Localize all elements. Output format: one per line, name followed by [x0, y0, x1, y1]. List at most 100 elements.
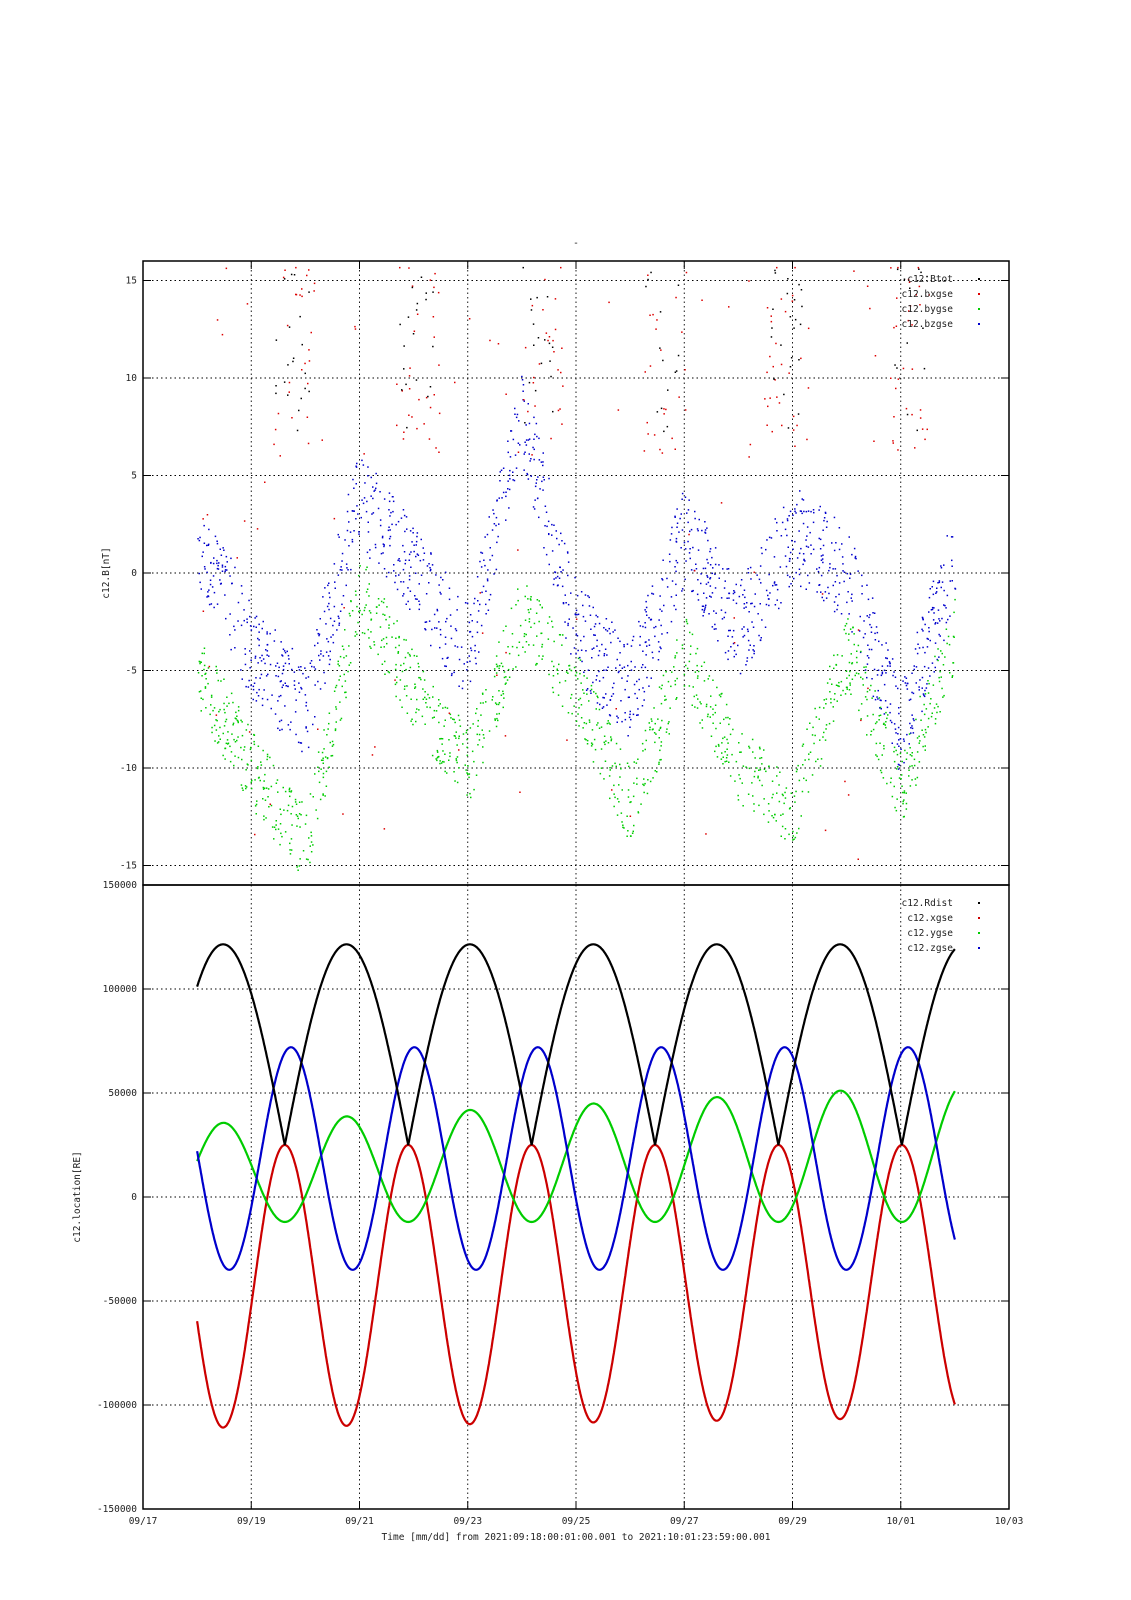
scatter-point-c12-bzgse: [879, 707, 881, 709]
scatter-point-c12-bzgse: [461, 687, 464, 690]
scatter-point-c12-bzgse: [933, 607, 935, 609]
scatter-point-c12-bzgse: [680, 513, 682, 515]
scatter-point-c12-bzgse: [903, 761, 905, 764]
scatter-point-c12-bygse: [869, 689, 871, 691]
scatter-point-c12-bxgse: [517, 549, 519, 551]
scatter-point-c12-bygse: [388, 671, 391, 674]
scatter-point-c12-bzgse: [747, 572, 750, 574]
scatter-point-c12-bygse: [792, 830, 794, 833]
scatter-point-c12-bzgse: [487, 609, 490, 611]
scatter-point-c12-bzgse: [842, 570, 844, 572]
scatter-point-c12-Btot: [287, 364, 289, 366]
scatter-point-c12-bxgse: [791, 294, 794, 297]
scatter-point-c12-bygse: [265, 817, 267, 819]
legend-entry-label: c12.bygse: [902, 304, 954, 315]
scatter-point-c12-bygse: [860, 676, 862, 679]
scatter-point-c12-Btot: [799, 323, 802, 326]
scatter-point-c12-bzgse: [533, 448, 535, 451]
scatter-point-c12-bygse: [627, 796, 630, 798]
scatter-point-c12-bygse: [738, 742, 740, 744]
scatter-point-c12-bzgse: [418, 608, 420, 611]
scatter-point-c12-bzgse: [695, 563, 697, 565]
scatter-point-c12-bzgse: [439, 633, 442, 636]
scatter-point-c12-bygse: [462, 743, 464, 745]
scatter-point-c12-bygse: [656, 771, 658, 773]
scatter-point-c12-bzgse: [927, 638, 929, 640]
scatter-point-c12-bygse: [758, 779, 761, 782]
scatter-point-c12-Btot: [798, 359, 800, 361]
scatter-point-c12-bygse: [685, 664, 687, 667]
scatter-point-c12-bygse: [232, 722, 235, 725]
scatter-point-c12-bzgse: [940, 586, 942, 589]
scatter-point-c12-bzgse: [714, 563, 717, 566]
scatter-point-c12-bygse: [686, 622, 689, 625]
scatter-point-c12-bygse: [435, 710, 438, 712]
scatter-point-c12-bygse: [211, 726, 213, 729]
scatter-point-c12-bzgse: [897, 726, 900, 729]
scatter-point-c12-bzgse: [675, 570, 677, 573]
scatter-point-c12-bzgse: [902, 680, 904, 682]
scatter-point-c12-bygse: [324, 756, 327, 758]
scatter-point-c12-Btot: [298, 409, 300, 412]
scatter-point-c12-bygse: [316, 817, 319, 820]
scatter-point-c12-Btot: [304, 372, 306, 375]
scatter-point-c12-bygse: [590, 684, 593, 687]
scatter-point-c12-bygse: [335, 721, 337, 723]
scatter-point-c12-bygse: [865, 666, 867, 668]
scatter-point-c12-bzgse: [434, 627, 436, 629]
scatter-point-c12-bygse: [517, 654, 520, 657]
scatter-point-c12-bzgse: [534, 499, 536, 501]
scatter-point-c12-bzgse: [935, 591, 938, 593]
scatter-point-c12-bygse: [886, 717, 888, 720]
scatter-point-c12-bzgse: [515, 416, 518, 419]
scatter-point-c12-bygse: [302, 850, 305, 852]
scatter-point-c12-bzgse: [525, 444, 528, 446]
scatter-point-c12-bygse: [909, 765, 911, 768]
scatter-point-c12-bxgse: [438, 364, 440, 366]
scatter-point-c12-bygse: [213, 724, 216, 727]
scatter-point-c12-Btot: [666, 425, 669, 428]
scatter-point-c12-bzgse: [606, 704, 608, 706]
scatter-point-c12-bzgse: [316, 629, 318, 631]
scatter-point-c12-bzgse: [680, 547, 682, 549]
scatter-point-c12-bzgse: [318, 654, 320, 657]
scatter-point-c12-Btot: [275, 339, 278, 341]
scatter-point-c12-bygse: [809, 751, 812, 753]
scatter-point-c12-bygse: [866, 734, 868, 736]
scatter-point-c12-bzgse: [216, 542, 219, 545]
scatter-point-c12-bygse: [485, 689, 487, 691]
scatter-point-c12-bxgse: [911, 324, 913, 326]
scatter-point-c12-bxgse: [561, 423, 563, 425]
scatter-point-c12-bygse: [763, 768, 766, 770]
scatter-point-c12-bzgse: [706, 558, 708, 561]
scatter-point-c12-bygse: [594, 748, 597, 751]
scatter-point-c12-bygse: [559, 634, 562, 636]
scatter-point-c12-bzgse: [922, 646, 924, 649]
scatter-point-c12-bygse: [282, 786, 284, 789]
scatter-point-c12-bzgse: [949, 615, 951, 617]
scatter-point-c12-bzgse: [383, 544, 385, 546]
scatter-point-c12-bygse: [853, 633, 855, 635]
scatter-point-c12-bzgse: [388, 571, 390, 574]
scatter-point-c12-bzgse: [552, 583, 555, 586]
scatter-point-c12-bygse: [829, 665, 831, 668]
scatter-point-c12-bzgse: [914, 648, 917, 650]
scatter-point-c12-bygse: [299, 858, 301, 860]
scatter-point-c12-bzgse: [951, 536, 954, 538]
scatter-point-c12-bygse: [382, 601, 385, 604]
scatter-point-c12-bygse: [726, 754, 729, 756]
scatter-point-c12-Btot: [677, 354, 680, 357]
scatter-point-c12-bzgse: [945, 607, 947, 609]
scatter-point-c12-Btot: [415, 379, 418, 381]
scatter-point-c12-bzgse: [528, 438, 531, 440]
scatter-point-c12-bygse: [224, 720, 227, 723]
scatter-point-c12-bzgse: [537, 476, 539, 478]
scatter-point-c12-bygse: [882, 723, 885, 725]
scatter-point-c12-bzgse: [329, 596, 331, 599]
scatter-point-c12-bzgse: [784, 555, 787, 557]
scatter-point-c12-bxgse: [497, 343, 500, 345]
scatter-point-c12-bzgse: [499, 471, 501, 473]
scatter-point-c12-bzgse: [629, 710, 631, 713]
scatter-point-c12-bygse: [872, 713, 874, 716]
scatter-point-c12-bzgse: [655, 625, 657, 628]
